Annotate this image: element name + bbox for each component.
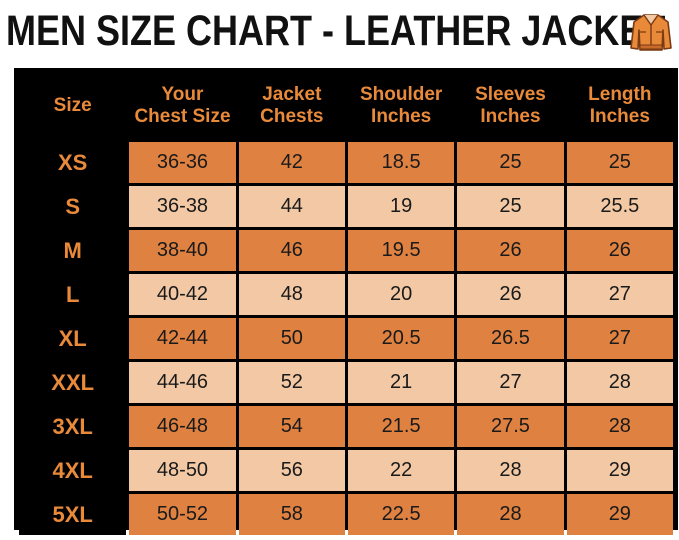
length-cell: 25.5 [566,186,673,227]
jacket-chests-cell: 48 [238,274,345,315]
shoulder-cell: 21 [347,362,455,403]
sleeves-cell: 25 [457,142,564,183]
sleeves-cell: 25 [457,186,564,227]
jacket-chests-cell: 52 [238,362,345,403]
length-cell: 29 [566,494,673,535]
header-chest-size: Your Chest Size [129,73,236,139]
chest-size-cell: 48-50 [129,450,236,491]
shoulder-cell: 19 [347,186,455,227]
shoulder-cell: 20 [347,274,455,315]
size-label: M [19,230,127,271]
size-label: L [19,274,127,315]
length-cell: 29 [566,450,673,491]
length-cell: 27 [566,318,673,359]
shoulder-cell: 19.5 [347,230,455,271]
sleeves-cell: 27.5 [457,406,564,447]
title-bar: MEN SIZE CHART - LEATHER JACKET [0,0,679,62]
header-size: Size [19,73,127,139]
table-row: 4XL 48-50 56 22 28 29 [19,450,673,491]
length-cell: 25 [566,142,673,183]
header-shoulder: Shoulder Inches [347,73,455,139]
sleeves-cell: 26 [457,230,564,271]
length-cell: 26 [566,230,673,271]
length-cell: 28 [566,406,673,447]
length-cell: 27 [566,274,673,315]
chest-size-cell: 42-44 [129,318,236,359]
size-label: XS [19,142,127,183]
header-jacket-chests: Jacket Chests [238,73,345,139]
sleeves-cell: 26.5 [457,318,564,359]
jacket-chests-cell: 46 [238,230,345,271]
jacket-chests-cell: 44 [238,186,345,227]
table-row: 3XL 46-48 54 21.5 27.5 28 [19,406,673,447]
jacket-chests-cell: 50 [238,318,345,359]
chest-size-cell: 38-40 [129,230,236,271]
shoulder-cell: 21.5 [347,406,455,447]
shoulder-cell: 18.5 [347,142,455,183]
shoulder-cell: 22 [347,450,455,491]
jacket-chests-cell: 54 [238,406,345,447]
size-label: XL [19,318,127,359]
header-length: Length Inches [566,73,673,139]
sleeves-cell: 26 [457,274,564,315]
size-label: 4XL [19,450,127,491]
chest-size-cell: 36-36 [129,142,236,183]
size-chart-table: Size Your Chest Size Jacket Chests Shoul… [14,68,678,535]
table-row: 5XL 50-52 58 22.5 28 29 [19,494,673,535]
size-label: XXL [19,362,127,403]
table-row: L 40-42 48 20 26 27 [19,274,673,315]
chest-size-cell: 44-46 [129,362,236,403]
table-row: XL 42-44 50 20.5 26.5 27 [19,318,673,359]
page-title: MEN SIZE CHART - LEATHER JACKET [6,6,666,55]
shoulder-cell: 20.5 [347,318,455,359]
shoulder-cell: 22.5 [347,494,455,535]
size-label: 5XL [19,494,127,535]
table-row: M 38-40 46 19.5 26 26 [19,230,673,271]
table-row: XXL 44-46 52 21 27 28 [19,362,673,403]
chest-size-cell: 36-38 [129,186,236,227]
chest-size-cell: 50-52 [129,494,236,535]
chest-size-cell: 40-42 [129,274,236,315]
chest-size-cell: 46-48 [129,406,236,447]
jacket-chests-cell: 56 [238,450,345,491]
sleeves-cell: 27 [457,362,564,403]
table-row: S 36-38 44 19 25 25.5 [19,186,673,227]
header-sleeves: Sleeves Inches [457,73,564,139]
size-label: 3XL [19,406,127,447]
leather-jacket-icon [630,14,672,51]
length-cell: 28 [566,362,673,403]
sleeves-cell: 28 [457,450,564,491]
sleeves-cell: 28 [457,494,564,535]
size-label: S [19,186,127,227]
jacket-chests-cell: 58 [238,494,345,535]
table-row: XS 36-36 42 18.5 25 25 [19,142,673,183]
header-row: Size Your Chest Size Jacket Chests Shoul… [19,73,673,139]
jacket-chests-cell: 42 [238,142,345,183]
